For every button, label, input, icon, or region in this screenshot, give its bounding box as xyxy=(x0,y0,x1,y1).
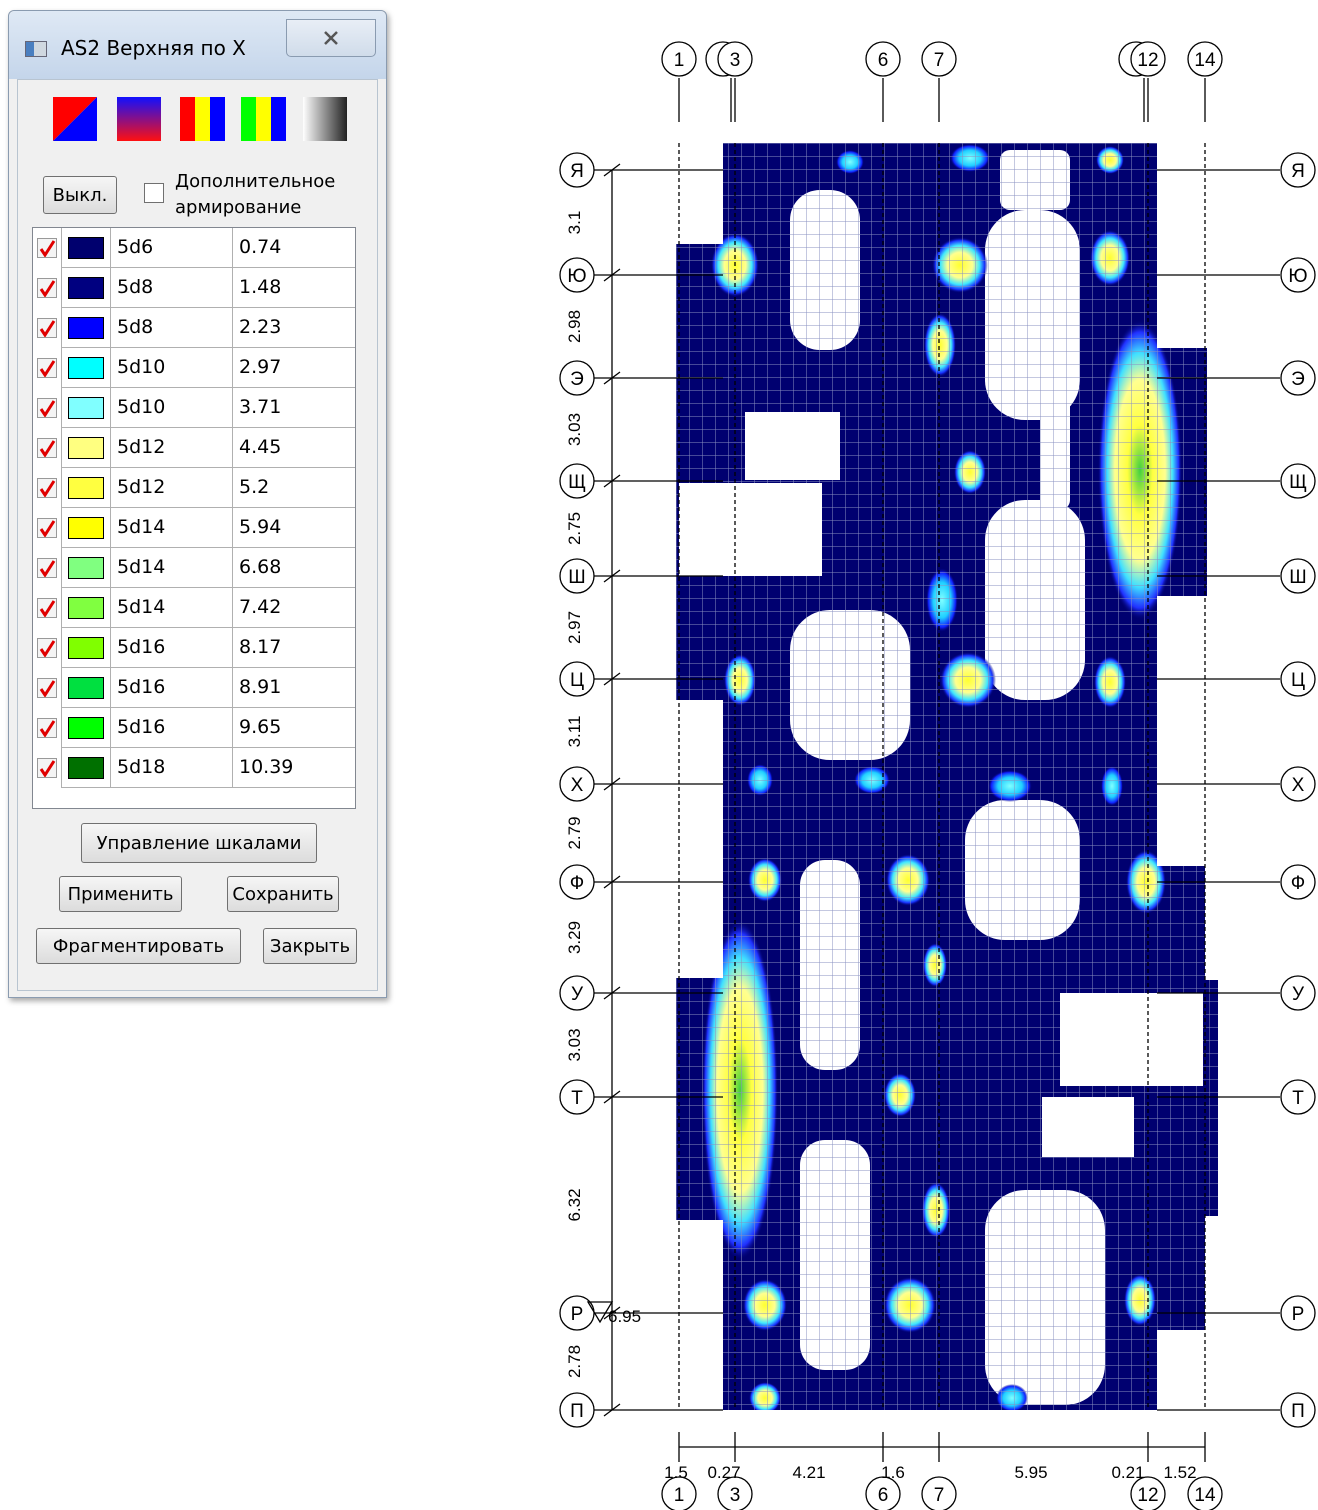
row-dimension: 3.03 xyxy=(565,1028,584,1061)
slab-contour xyxy=(670,140,1230,1415)
row-label-right: Ц xyxy=(1291,670,1305,691)
row-dimension: 2.98 xyxy=(565,310,584,343)
column-dimension: 0.21 xyxy=(1111,1463,1144,1482)
row-dimension: 3.1 xyxy=(565,211,584,235)
row-dimension: 2.78 xyxy=(565,1345,584,1378)
column-dimension: 5.95 xyxy=(1014,1463,1047,1482)
row-label: П xyxy=(570,1401,584,1422)
opening xyxy=(679,483,822,576)
column-label-bottom: 7 xyxy=(934,1485,945,1506)
row-dimension: 3.11 xyxy=(565,716,584,748)
column-dimension: 1.6 xyxy=(881,1463,905,1482)
row-label: Ш xyxy=(568,567,585,588)
column-label: 12 xyxy=(1137,50,1158,71)
row-dimension: 6.32 xyxy=(565,1188,584,1221)
row-label: Ю xyxy=(567,266,586,287)
row-label: Я xyxy=(570,161,584,182)
row-dimension: 2.75 xyxy=(565,512,584,545)
row-label-right: Х xyxy=(1292,775,1305,796)
row-label-right: Т xyxy=(1292,1088,1304,1109)
row-dimension: 2.79 xyxy=(565,816,584,849)
row-label-right: Я xyxy=(1291,161,1305,182)
opening xyxy=(745,412,840,480)
column-dimension: 1.5 xyxy=(664,1463,688,1482)
row-dimension: 3.29 xyxy=(565,921,584,954)
row-dimension: 3.03 xyxy=(565,413,584,446)
column-label: 1 xyxy=(674,50,685,71)
column-label: 7 xyxy=(934,50,945,71)
column-label: 14 xyxy=(1194,50,1216,71)
row-label: Э xyxy=(570,369,584,390)
row-label-right: П xyxy=(1291,1401,1305,1422)
column-dimension: 4.21 xyxy=(792,1463,825,1482)
row-dimension: 2.97 xyxy=(565,611,584,644)
row-label-right: Э xyxy=(1291,369,1305,390)
row-label-right: У xyxy=(1292,984,1305,1005)
row-label-right: Р xyxy=(1292,1304,1305,1325)
column-label-bottom: 14 xyxy=(1194,1485,1216,1506)
opening xyxy=(1060,993,1203,1086)
column-label-bottom: 1 xyxy=(674,1485,685,1506)
row-label: У xyxy=(571,984,584,1005)
row-label: Ц xyxy=(570,670,584,691)
row-label-right: Ф xyxy=(1291,873,1305,894)
row-label-right: Щ xyxy=(1289,472,1307,493)
row-label: Ф xyxy=(570,873,584,894)
opening xyxy=(1042,1097,1134,1157)
column-label: 6 xyxy=(878,50,889,71)
row-label: Щ xyxy=(568,472,586,493)
column-label: 3 xyxy=(730,50,741,71)
mesh xyxy=(670,140,1230,1415)
plan-drawing: 1 1 3 3 6 6 7 7 12 12 14 14 Я Я Ю Ю Э Э Щ Щ Ш Ш Ц Ц Х Х Ф Ф У У Т Т Р Р П П… xyxy=(0,0,1318,1510)
row-label: Р xyxy=(571,1304,584,1325)
column-dimension: 1.52 xyxy=(1163,1463,1196,1482)
column-dimension: 0.27 xyxy=(707,1463,740,1482)
page: AS2 Верхняя по X Выкл. Дополнительное ар… xyxy=(0,0,1318,1510)
column-label-bottom: 12 xyxy=(1137,1485,1158,1506)
row-label: Х xyxy=(571,775,584,796)
level-mark: 6.95 xyxy=(608,1307,641,1326)
row-label-right: Ш xyxy=(1289,567,1306,588)
column-label-bottom: 3 xyxy=(730,1485,741,1506)
column-label-bottom: 6 xyxy=(878,1485,889,1506)
row-label: Т xyxy=(571,1088,583,1109)
row-label-right: Ю xyxy=(1288,266,1307,287)
